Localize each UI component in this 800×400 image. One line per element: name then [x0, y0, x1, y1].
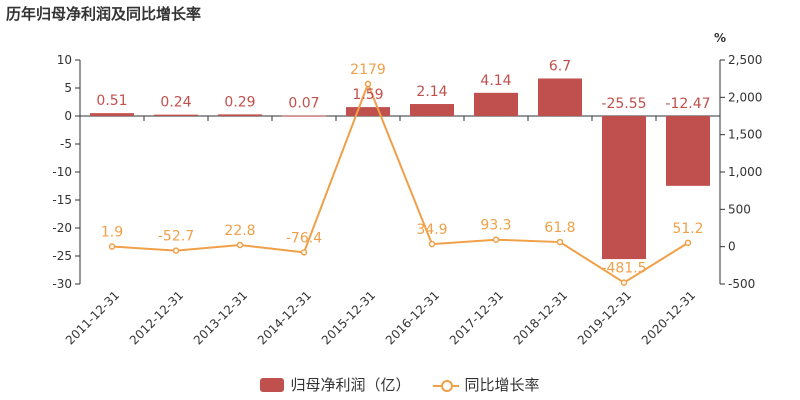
y-right-tick-label: 1,500: [728, 128, 762, 142]
y-right-tick-label: 500: [728, 202, 751, 216]
line-data-label: -481.5: [601, 261, 646, 277]
line-point: [236, 241, 244, 249]
x-tick-label: 2018-12-31: [511, 288, 570, 347]
legend: 归母净利润（亿） 同比增长率: [0, 374, 800, 395]
line-point: [428, 240, 436, 248]
bar: [154, 114, 198, 116]
bar-data-label: 1.59: [352, 87, 383, 103]
bar-data-label: 0.51: [96, 93, 127, 109]
y-left-tick-label: -15: [52, 193, 72, 207]
y-right-tick-label: 1,000: [728, 165, 762, 179]
x-tick-label: 2013-12-31: [191, 288, 250, 347]
x-tick-label: 2020-12-31: [639, 288, 698, 347]
chart-title: 历年归母净利润及同比增长率: [6, 5, 202, 23]
line-data-label: -76.4: [286, 230, 322, 246]
bars-layer: [90, 78, 710, 260]
y-left-tick-label: -20: [52, 221, 72, 235]
bar: [90, 113, 134, 116]
bar: [218, 114, 262, 116]
bar: [666, 116, 710, 186]
x-tick-label: 2012-12-31: [127, 288, 186, 347]
bar-data-label: -12.47: [665, 96, 710, 112]
y-right-tick-label: 0: [728, 240, 736, 254]
y-right-tick-label: -500: [728, 277, 755, 291]
line-point: [492, 236, 500, 243]
line-point: [556, 238, 564, 246]
y-left-tick-label: -30: [52, 277, 72, 291]
growth-line: [111, 81, 689, 284]
bar-data-label: 4.14: [480, 73, 511, 89]
x-tick-label: 2016-12-31: [383, 288, 442, 347]
line-point: [172, 247, 180, 254]
bar-data-label: 2.14: [416, 84, 447, 100]
legend-line-swatch: [432, 378, 459, 392]
line-data-label: 34.9: [416, 222, 447, 238]
line-data-label: 51.2: [672, 221, 703, 237]
line-data-label: 2179: [350, 62, 386, 78]
x-tick-label: 2017-12-31: [447, 288, 506, 347]
line-data-label: 22.8: [224, 223, 255, 239]
y-left-tick-label: 5: [64, 81, 72, 95]
line-point: [684, 239, 692, 247]
bar-data-label: 6.7: [549, 58, 571, 74]
bar-data-label: -25.55: [601, 96, 646, 112]
y-left-tick-label: -5: [60, 137, 72, 151]
labels-layer: 0.51 0.24 0.29 0.07 1.59 2.14 4.14 6.7 -25.55 -12…: [96, 58, 710, 276]
bar: [474, 92, 518, 116]
y-left-tick-label: -25: [52, 249, 72, 263]
line-point: [364, 80, 372, 88]
x-tick-label: 2014-12-31: [255, 288, 314, 347]
bar: [538, 78, 582, 116]
y-right-tick-label: 2,000: [728, 90, 762, 104]
legend-bar-swatch: [260, 377, 285, 392]
x-tick-label: 2019-12-31: [575, 288, 634, 347]
legend-item-bar[interactable]: 归母净利润（亿）: [260, 374, 411, 395]
bar-data-label: 0.07: [288, 96, 319, 112]
bar-data-label: 0.24: [160, 95, 191, 111]
axes-layer: 10 5 0 -5 -10 -15 -20 -25 -30 2,500 2,000 1,500 1,00…: [52, 31, 762, 347]
x-tick-label: 2015-12-31: [319, 288, 378, 347]
bar: [282, 115, 326, 117]
y-right-tick-label: 2,500: [728, 53, 762, 67]
y-left-tick-label: 10: [57, 53, 72, 67]
line-data-label: 93.3: [480, 218, 511, 234]
x-tick-label: 2011-12-31: [63, 288, 122, 347]
y-left-tick-label: 0: [64, 109, 72, 123]
legend-bar-label: 归母净利润（亿）: [290, 376, 411, 394]
line-data-label: 61.8: [544, 220, 575, 236]
line-data-label: -52.7: [158, 229, 194, 245]
line-layer: [108, 80, 692, 286]
bar: [346, 107, 390, 116]
line-point: [108, 243, 116, 250]
bar: [602, 116, 646, 260]
y-right-unit: %: [714, 31, 726, 45]
legend-item-line[interactable]: 同比增长率: [432, 374, 540, 395]
line-point: [300, 249, 308, 256]
line-data-label: 1.9: [101, 225, 123, 241]
legend-line-label: 同比增长率: [464, 376, 540, 394]
bar: [410, 104, 454, 116]
y-left-tick-label: -10: [52, 165, 72, 179]
bar-data-label: 0.29: [224, 94, 255, 110]
line-point: [620, 279, 628, 286]
